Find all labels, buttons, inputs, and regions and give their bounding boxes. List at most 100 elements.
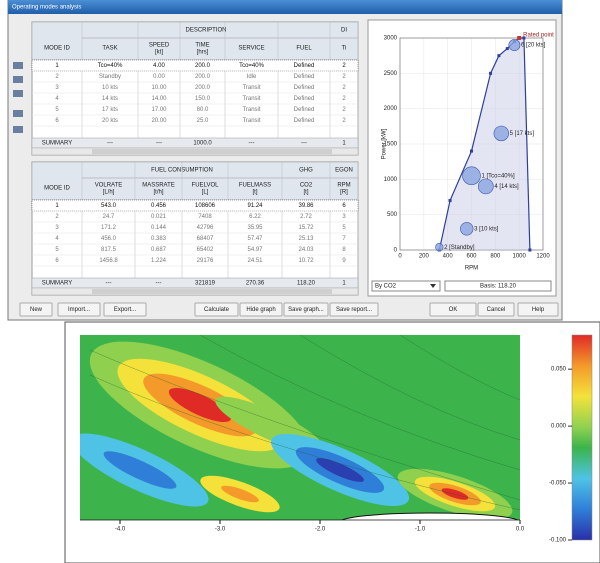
contour-field — [80, 335, 520, 520]
mode-label: 1 [Tco=40%] — [481, 173, 515, 179]
button-label[interactable]: OK — [449, 307, 458, 313]
button[interactable] — [103, 302, 147, 317]
button[interactable] — [194, 302, 239, 317]
summary-cell: SUMMARY — [42, 141, 73, 147]
mode-bubble[interactable] — [460, 222, 474, 236]
cell: Idle — [247, 74, 257, 80]
mode-bubble[interactable] — [477, 178, 494, 195]
cell: 2 — [55, 214, 59, 220]
cell: 42796 — [197, 225, 214, 231]
cell: 6 — [342, 203, 346, 209]
cell: 35.95 — [247, 225, 263, 231]
curve-marker — [528, 248, 532, 252]
cell: 68407 — [197, 236, 214, 242]
button[interactable] — [283, 302, 329, 317]
cell: 200.0 — [195, 85, 211, 91]
colorbar — [571, 334, 593, 541]
selector[interactable] — [371, 280, 441, 292]
cell: 200.0 — [195, 74, 211, 80]
scroll-thumb[interactable] — [92, 289, 332, 294]
curve-marker — [505, 47, 509, 51]
column-header: [R] — [340, 190, 348, 196]
cell: 2 — [55, 74, 59, 80]
column-header: MASSRATE — [142, 183, 175, 189]
mode-label: 6 [20 kts] — [521, 43, 546, 49]
cell: 25.0 — [197, 118, 209, 124]
x-tick-label: 400 — [443, 254, 454, 260]
cell: 2 — [342, 118, 346, 124]
x-tick-label: 1200 — [536, 254, 550, 260]
button[interactable] — [19, 302, 53, 317]
button-label[interactable]: Calculate — [204, 307, 230, 313]
button-label[interactable]: Help — [532, 307, 545, 313]
cell: 14.00 — [151, 96, 167, 102]
button[interactable] — [429, 302, 477, 317]
curve-marker — [470, 149, 473, 153]
mode-label: 3 [10 kts] — [474, 226, 499, 232]
cell: 17.00 — [151, 107, 167, 113]
column-header: [t] — [303, 190, 308, 196]
cell: Defined — [294, 96, 315, 102]
cell: 6 — [55, 258, 59, 264]
group-header: GHG — [299, 168, 313, 174]
cell: 91.24 — [247, 203, 263, 209]
cell: 14 kts — [102, 96, 118, 102]
cell: Transit — [242, 96, 260, 102]
cell: 24.03 — [298, 247, 314, 253]
summary-cell: 1 — [342, 141, 346, 147]
cell: 200.0 — [195, 63, 211, 69]
summary-cell: 270.36 — [246, 281, 265, 287]
cell: 4.00 — [153, 63, 165, 69]
curve-marker — [489, 71, 493, 75]
button-label[interactable]: Save graph... — [288, 307, 324, 313]
button[interactable] — [517, 302, 559, 317]
cell: 1 — [55, 203, 59, 209]
colorbar-label: -0.100 — [549, 538, 567, 544]
toolbar[interactable] — [13, 62, 23, 133]
button-label[interactable]: Import... — [68, 307, 90, 313]
x-axis-label: RPM — [465, 266, 478, 272]
column-header: [t] — [252, 190, 257, 196]
summary-cell: 1000.0 — [193, 141, 212, 147]
cell: 3 — [55, 85, 59, 91]
button-label[interactable]: Cancel — [487, 307, 506, 313]
summary-cell: --- — [107, 141, 113, 147]
basis-box — [444, 280, 552, 292]
scroll-thumb[interactable] — [92, 149, 332, 154]
column-header: SPEED — [149, 43, 170, 49]
summary-cell: --- — [249, 141, 255, 147]
column-header: CO2 — [300, 183, 313, 189]
mode-bubble[interactable] — [508, 39, 521, 51]
button[interactable] — [239, 302, 283, 317]
button[interactable] — [329, 302, 379, 317]
cell: 6 — [55, 118, 59, 124]
x-tick-label: 0.0 — [516, 527, 525, 533]
summary-cell: SUMMARY — [42, 281, 73, 287]
cell: 7408 — [198, 214, 212, 220]
x-tick-label: 800 — [490, 254, 501, 260]
cell: 20 kts — [102, 118, 118, 124]
x-tick-label: -1.0 — [415, 527, 426, 533]
cell: Defined — [294, 107, 315, 113]
button-label[interactable]: Export... — [114, 307, 137, 313]
cell: 15.72 — [298, 225, 314, 231]
button[interactable] — [57, 302, 101, 317]
cell: 150.0 — [195, 96, 211, 102]
cell: 5 — [55, 107, 59, 113]
button-label[interactable]: Hide graph — [246, 307, 275, 313]
button-label[interactable]: Save report... — [336, 307, 372, 313]
column-header: [L] — [202, 190, 209, 196]
cell: 8 — [342, 247, 346, 253]
window-title: Operating modes analysis — [12, 5, 81, 11]
mode-bubble[interactable] — [435, 243, 444, 252]
button[interactable] — [477, 302, 515, 317]
mode-bubble[interactable] — [462, 166, 481, 186]
cell: 1 — [55, 63, 59, 69]
button-label[interactable]: New — [30, 307, 43, 313]
cell: 20.00 — [151, 118, 167, 124]
cell: 25.13 — [298, 236, 314, 242]
summary-cell: --- — [106, 281, 112, 287]
mode-bubble[interactable] — [493, 125, 509, 142]
y-tick-label: 0 — [394, 248, 398, 254]
cell: 10 kts — [102, 85, 118, 91]
